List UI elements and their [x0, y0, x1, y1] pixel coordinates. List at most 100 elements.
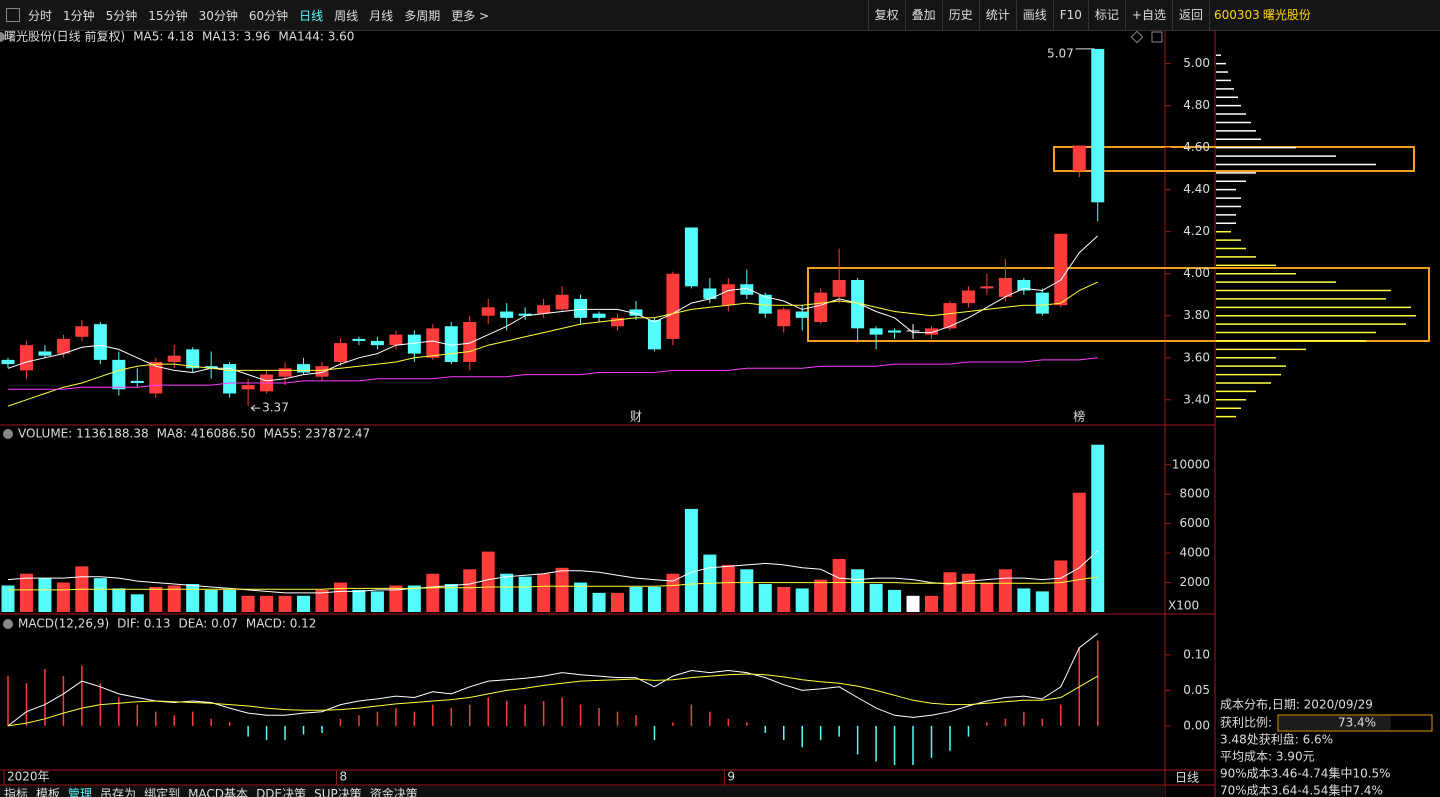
period-tab[interactable]: 60分钟 [248, 8, 289, 23]
toolbar-button[interactable]: 历史 [941, 0, 979, 31]
toolbar-button[interactable]: +自选 [1124, 0, 1172, 31]
candle-body [352, 338, 366, 341]
toolbar-button[interactable]: 标记 [1087, 0, 1125, 31]
period-tab[interactable]: 30分钟 [198, 8, 238, 23]
legend-entry: MA13: 3.96 [202, 30, 270, 44]
volume-bar [814, 579, 828, 612]
cost-info-line: 3.48处获利盘: 6.6% [1220, 732, 1333, 747]
candle-body [795, 311, 809, 318]
bottom-tab[interactable]: 吊存为 [100, 787, 137, 797]
period-label: 日线 [1175, 771, 1199, 785]
candle-body [463, 322, 477, 362]
bottom-tab[interactable]: 管理 [68, 787, 93, 797]
window-icon[interactable] [1151, 31, 1163, 43]
profit-ratio: 73.4% [1338, 716, 1376, 730]
period-tab[interactable]: 月线 [369, 8, 394, 23]
bottom-tab[interactable]: DDE决策 [256, 787, 307, 797]
y-tick-label: 4.40 [1183, 182, 1210, 196]
y-tick-label: 2000 [1179, 575, 1210, 589]
candle-body [703, 288, 717, 299]
candle-body [592, 313, 606, 318]
event-marker: 财 [630, 410, 642, 424]
volume-bar [241, 595, 255, 612]
stock-title: 600303 曙光股份 [1209, 0, 1440, 31]
y-tick-label: 4.20 [1183, 224, 1210, 238]
candle-body [93, 324, 107, 360]
period-tabs: 分时 1分钟 5分钟 15分钟 30分钟 60分钟 日线 周线 月线 多周期 更多 > [28, 7, 500, 24]
unit-label: X100 [1168, 599, 1199, 613]
period-tab[interactable]: 多周期 [404, 8, 441, 23]
toolbar-button[interactable]: 复权 [867, 0, 905, 31]
dropdown-icon [3, 619, 13, 629]
cost-info-line: 70%成本3.64-4.54集中7.4% [1220, 783, 1383, 797]
candle-body [961, 290, 975, 304]
toolbar-button[interactable]: 画线 [1015, 0, 1053, 31]
annotation: 5.07 [1047, 46, 1074, 60]
bottom-tab[interactable]: 模板 [36, 787, 61, 797]
period-tab[interactable]: 5分钟 [105, 8, 138, 23]
bottom-tab[interactable]: MACD基本 [188, 787, 249, 797]
period-tab[interactable]: 更多 > [451, 8, 490, 23]
volume-bar [130, 594, 144, 612]
legend-entry: DEA: 0.07 [178, 617, 237, 631]
candle-body [297, 364, 311, 373]
candle-body [998, 277, 1012, 297]
period-tab[interactable]: 1分钟 [63, 8, 95, 23]
volume-bar [186, 584, 200, 612]
volume-bar [38, 578, 52, 612]
y-tick-label: 0.10 [1183, 647, 1210, 661]
period-tab[interactable]: 分时 [28, 8, 53, 23]
period-tab[interactable]: 15分钟 [148, 8, 188, 23]
toolbar-button[interactable]: F10 [1052, 0, 1088, 31]
candle-body [130, 380, 144, 383]
volume-bar [574, 582, 588, 612]
profit-bar [1279, 716, 1391, 730]
y-tick-label: 4.80 [1183, 98, 1210, 112]
volume-bar [518, 576, 532, 612]
volume-bar [832, 558, 846, 612]
candle-body [1091, 48, 1105, 203]
candle-body [888, 330, 902, 333]
volume-bar [740, 569, 754, 612]
legend-entry: DIF: 0.13 [117, 617, 170, 631]
legend-entry: MA5: 4.18 [133, 30, 194, 44]
candle-body [925, 328, 938, 335]
volume-bar [426, 573, 440, 612]
bottom-tab[interactable]: 资金决策 [369, 787, 418, 797]
volume-bar [1091, 444, 1105, 612]
x-tick-label: 2020年 [7, 770, 50, 784]
profit-label: 获利比例: [1220, 716, 1272, 730]
volume-bar [352, 589, 366, 612]
candle-body [500, 311, 514, 318]
candle-body [980, 286, 994, 289]
bottom-tab[interactable]: SUP决策 [314, 787, 362, 797]
y-tick-label: 4.00 [1183, 266, 1210, 280]
volume-bar [1017, 588, 1031, 612]
toolbar-buttons: 复权 叠加 历史 统计 画线 F10 标记 +自选 返回 [867, 0, 1209, 31]
volume-bar [555, 567, 569, 612]
toolbar: 分时 1分钟 5分钟 15分钟 30分钟 60分钟 日线 周线 月线 多周期 更多 > 复权 叠加 历史… [0, 0, 1440, 31]
candle-body [629, 309, 643, 316]
candle-body [666, 273, 680, 339]
candle-body [315, 366, 329, 377]
candle-body [1017, 280, 1031, 291]
volume-bar [370, 591, 384, 612]
volume-bar [629, 586, 643, 612]
toolbar-button[interactable]: 叠加 [904, 0, 942, 31]
bottom-tab[interactable]: 绑定到 [144, 787, 181, 797]
period-tab[interactable]: 日线 [299, 8, 324, 23]
bottom-tab[interactable]: 指标 [4, 787, 29, 797]
candle-body [721, 284, 735, 306]
period-tab[interactable]: 周线 [334, 8, 359, 23]
toolbar-button[interactable]: 统计 [978, 0, 1016, 31]
menu-icon[interactable] [6, 8, 20, 22]
legend-entry: MACD: 0.12 [246, 617, 317, 631]
y-tick-label: 8000 [1179, 487, 1210, 501]
toolbar-button[interactable]: 返回 [1171, 0, 1209, 31]
macd-line [7, 633, 1099, 727]
candle-body [333, 343, 347, 362]
diamond-icon[interactable] [1130, 30, 1144, 44]
volume-bar [112, 588, 126, 612]
event-marker: 榜 [1073, 409, 1085, 424]
